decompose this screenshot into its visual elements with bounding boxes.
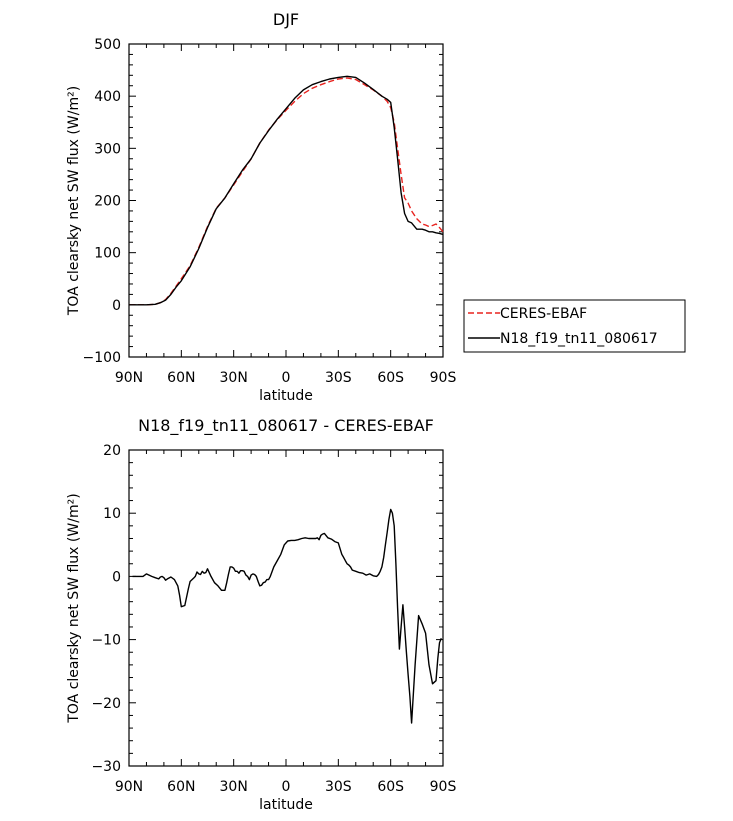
y-tick-label: −100	[83, 350, 121, 366]
y-tick-label: 0	[112, 569, 121, 585]
x-tick-label: 60N	[167, 370, 195, 386]
legend-label-0: CERES-EBAF	[500, 306, 587, 322]
y-tick-label: −30	[91, 759, 121, 775]
series-line-1	[129, 75, 444, 306]
x-tick-label: 30N	[220, 779, 248, 795]
legend: CERES-EBAF N18_f19_tn11_080617	[463, 299, 686, 353]
top-panel: 90N 60N 30N 0 30S 60S 90S −100 0 100 200 300 400 500 D…	[66, 10, 686, 404]
x-tick-label: 0	[282, 370, 291, 386]
difference-panel: 90N 60N 30N 0 30S 60S 90S −30 −20 −10 0 10 20 N18_f19…	[66, 416, 456, 813]
y-tick-label: 20	[103, 443, 121, 459]
chart-title: DJF	[273, 10, 299, 29]
legend-box	[463, 299, 686, 353]
x-tick-label: 30N	[220, 370, 248, 386]
plot-frame	[128, 43, 444, 358]
x-tick-label: 0	[282, 779, 291, 795]
x-tick-label: 90S	[430, 779, 457, 795]
series-line-0	[129, 77, 444, 306]
chart-title: N18_f19_tn11_080617 - CERES-EBAF	[138, 416, 434, 436]
x-tick-label: 60S	[377, 370, 404, 386]
x-axis-title: latitude	[259, 797, 313, 813]
y-tick-label: 100	[94, 246, 121, 262]
x-tick-label: 60S	[377, 779, 404, 795]
y-axis-title: TOA clearsky net SW flux (W/m²)	[66, 493, 82, 723]
series-line-0	[132, 508, 442, 724]
x-tick-label: 90N	[115, 779, 143, 795]
y-tick-label: 0	[112, 298, 121, 314]
y-axis-title: TOA clearsky net SW flux (W/m²)	[66, 86, 82, 316]
legend-label-1: N18_f19_tn11_080617	[500, 331, 658, 347]
y-tick-label: −20	[91, 696, 121, 712]
y-tick-label: 300	[94, 141, 121, 157]
x-axis-title: latitude	[259, 388, 313, 404]
y-tick-label: 400	[94, 89, 121, 105]
x-tick-label: 60N	[167, 779, 195, 795]
y-tick-label: −10	[91, 633, 121, 649]
x-tick-label: 30S	[325, 370, 352, 386]
y-tick-label: 10	[103, 506, 121, 522]
x-tick-label: 30S	[325, 779, 352, 795]
y-tick-label: 500	[94, 37, 121, 53]
y-tick-label: 200	[94, 194, 121, 210]
x-tick-label: 90S	[430, 370, 457, 386]
x-tick-label: 90N	[115, 370, 143, 386]
plot-frame	[128, 449, 444, 767]
